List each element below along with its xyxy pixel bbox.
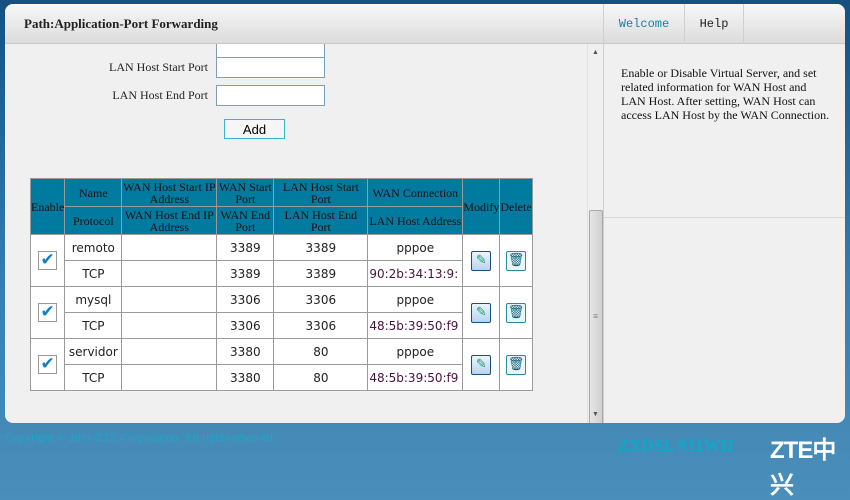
- wan-connection-cell: pppoe: [367, 338, 464, 365]
- name-cell: remoto: [64, 234, 123, 261]
- enable-checkbox[interactable]: ✔: [38, 251, 58, 270]
- edit-icon[interactable]: ✎: [471, 250, 492, 271]
- col-lan-end-port: LAN Host End Port: [273, 206, 369, 235]
- name-cell: mysql: [64, 286, 123, 313]
- delete-cell: 🗑: [499, 286, 533, 339]
- content-area: LAN Host Start Port LAN Host End Port Ad…: [5, 44, 587, 423]
- wan-connection-cell: pppoe: [367, 234, 464, 261]
- lan-end-port-cell: 3306: [273, 312, 369, 339]
- header-bar: Path:Application-Port Forwarding: [5, 4, 845, 44]
- help-text: Enable or Disable Virtual Server, and se…: [621, 66, 830, 122]
- trash-icon[interactable]: 🗑: [505, 302, 526, 323]
- delete-cell: 🗑: [499, 234, 533, 287]
- add-button[interactable]: Add: [224, 119, 285, 139]
- protocol-cell: TCP: [64, 260, 123, 287]
- col-lan-host-address: LAN Host Address: [367, 206, 464, 235]
- modify-cell: ✎: [462, 234, 501, 287]
- lan-end-port-cell: 3389: [273, 260, 369, 287]
- wan-start-ip-cell: [121, 234, 218, 261]
- table-row: TCP 3306 3306 48:5b:39:50:f9: [31, 312, 533, 339]
- col-modify: Modify: [462, 178, 501, 235]
- lan-host-address-cell: 90:2b:34:13:9:: [367, 260, 464, 287]
- wan-start-port-cell: 3380: [216, 338, 275, 365]
- col-enable: Enable: [29, 178, 66, 235]
- wan-end-port-cell: 3306: [216, 312, 275, 339]
- lan-end-port-input[interactable]: [216, 85, 325, 106]
- table-row: ✔ mysql 3306 3306 pppoe ✎ 🗑: [29, 286, 533, 339]
- lan-end-port-label: LAN Host End Port: [112, 88, 208, 102]
- help-divider: [604, 217, 845, 218]
- modify-cell: ✎: [462, 338, 501, 391]
- col-wan-start-ip: WAN Host Start IP Address: [121, 178, 218, 207]
- wan-end-port-cell: 3389: [216, 260, 275, 287]
- edit-icon[interactable]: ✎: [471, 302, 492, 323]
- col-wan-end-ip: WAN Host End IP Address: [121, 206, 218, 235]
- enable-cell: ✔: [29, 234, 66, 287]
- lan-end-port-cell: 80: [273, 364, 369, 391]
- trash-icon[interactable]: 🗑: [505, 354, 526, 375]
- col-wan-end-port: WAN End Port: [216, 206, 275, 235]
- divider: [603, 4, 604, 423]
- lan-host-address-cell: 48:5b:39:50:f9: [367, 312, 464, 339]
- col-lan-start-port: LAN Host Start Port: [273, 178, 369, 207]
- wan-start-port-cell: 3389: [216, 234, 275, 261]
- col-wan-start-port: WAN Start Port: [216, 178, 275, 207]
- enable-cell: ✔: [29, 286, 66, 339]
- lan-start-port-input[interactable]: [216, 57, 325, 78]
- table-row: ✔ remoto 3389 3389 pppoe ✎ 🗑: [29, 234, 533, 287]
- scrollbar-thumb[interactable]: ≡: [589, 210, 603, 423]
- lan-start-port-cell: 80: [273, 338, 369, 365]
- wan-end-ip-cell: [121, 312, 218, 339]
- enable-cell: ✔: [29, 338, 66, 391]
- port-forwarding-table: Enable Name WAN Host Start IP Address WA…: [29, 178, 533, 391]
- wan-start-port-cell: 3306: [216, 286, 275, 313]
- lan-start-port-cell: 3389: [273, 234, 369, 261]
- enable-checkbox[interactable]: ✔: [38, 303, 58, 322]
- enable-checkbox[interactable]: ✔: [38, 355, 58, 374]
- tab-help[interactable]: Help: [684, 4, 744, 44]
- col-protocol: Protocol: [64, 206, 123, 235]
- breadcrumb: Path:Application-Port Forwarding: [24, 16, 218, 31]
- table-row: ✔ servidor 3380 80 pppoe ✎ 🗑: [29, 338, 533, 391]
- col-wan-connection: WAN Connection: [367, 178, 464, 207]
- scroll-down-arrow-icon[interactable]: ▼: [592, 410, 599, 418]
- wan-end-port-cell: 3380: [216, 364, 275, 391]
- zte-logo: ZTE中兴: [770, 437, 836, 499]
- name-cell: servidor: [64, 338, 123, 365]
- table-row: TCP 3380 80 48:5b:39:50:f9: [31, 364, 533, 391]
- wan-end-ip-cell: [121, 364, 218, 391]
- model-name: ZXDSL 931WII: [618, 436, 734, 455]
- main-panel: Path:Application-Port Forwarding Welcome…: [5, 4, 845, 423]
- modify-cell: ✎: [462, 286, 501, 339]
- wan-start-ip-cell: [121, 338, 218, 365]
- scroll-up-arrow-icon[interactable]: ▲: [592, 48, 599, 56]
- scrollbar[interactable]: ▲ ≡ ▼: [587, 44, 603, 423]
- lan-host-address-cell: 48:5b:39:50:f9: [367, 364, 464, 391]
- protocol-cell: TCP: [64, 364, 123, 391]
- trash-icon[interactable]: 🗑: [505, 250, 526, 271]
- wan-connection-cell: pppoe: [367, 286, 464, 313]
- delete-cell: 🗑: [499, 338, 533, 391]
- protocol-cell: TCP: [64, 312, 123, 339]
- table-row: TCP 3389 3389 90:2b:34:13:9:: [31, 260, 533, 287]
- wan-end-ip-cell: [121, 260, 218, 287]
- wan-start-ip-cell: [121, 286, 218, 313]
- tab-welcome[interactable]: Welcome: [603, 4, 684, 44]
- lan-start-port-cell: 3306: [273, 286, 369, 313]
- edit-icon[interactable]: ✎: [471, 354, 492, 375]
- copyright: Copyright © 2011 ZTE Corporation. All ri…: [5, 430, 276, 444]
- partial-input[interactable]: [216, 44, 325, 58]
- lan-start-port-label: LAN Host Start Port: [109, 60, 208, 74]
- col-delete: Delete: [499, 178, 533, 235]
- col-name: Name: [64, 178, 123, 207]
